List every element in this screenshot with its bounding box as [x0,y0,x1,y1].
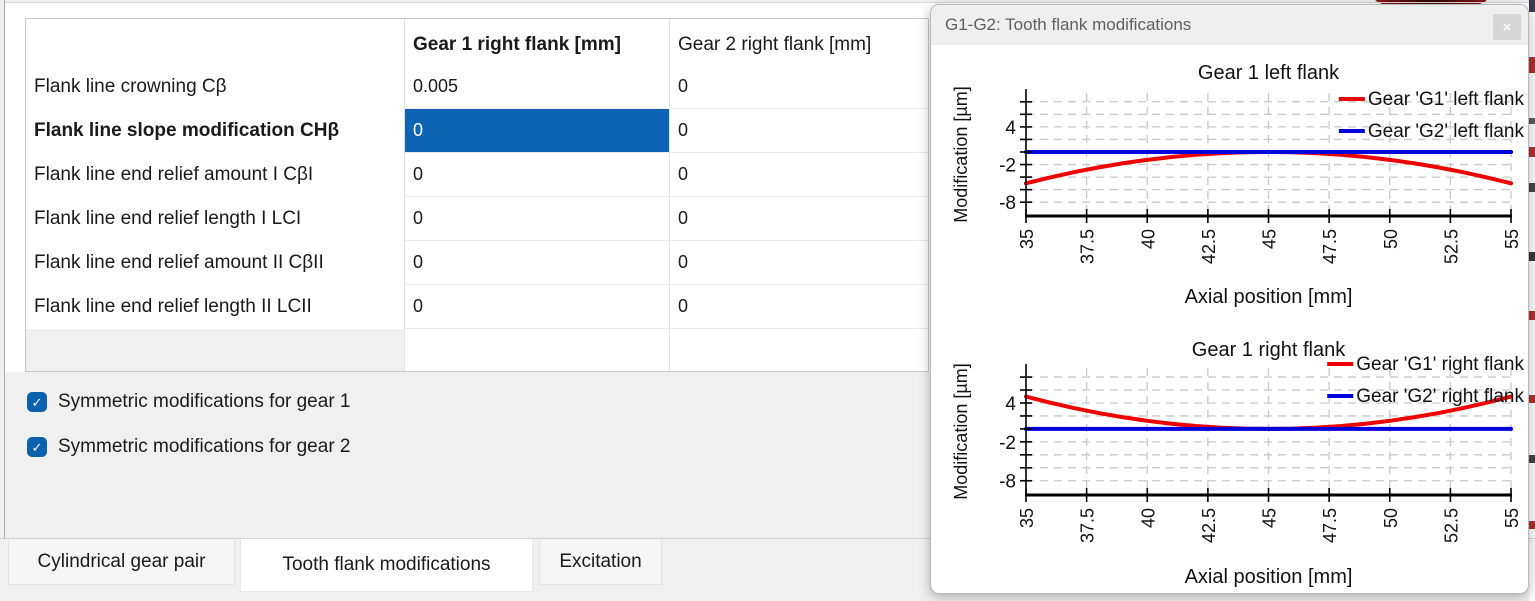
tab-cylindrical-gear-pair[interactable]: Cylindrical gear pair [8,540,235,585]
window-title: G1-G2: Tooth flank modifications [945,15,1192,34]
panel-left-border [4,0,5,538]
svg-text:-8: -8 [999,193,1016,214]
svg-text:-2: -2 [999,433,1016,454]
cell-gear2-value[interactable]: 0 [669,65,928,109]
checkbox-label: Symmetric modifications for gear 2 [58,436,351,457]
svg-text:42.5: 42.5 [1199,229,1219,264]
checkbox-symmetric-gear-1[interactable]: ✓ Symmetric modifications for gear 1 [27,391,351,413]
svg-text:-2: -2 [999,156,1016,177]
header-gear1-right-flank: Gear 1 right flank [mm] [404,19,669,65]
row-label: Flank line crowning Cβ [34,76,227,97]
chart-gear1-left-flank: 4 -2 -835 37.5 40 42.5 45 47.5 50 52.5 55 Gear 1 le… [951,62,1525,308]
header-empty-cell [26,19,404,65]
svg-text:Modification [µm]: Modification [µm] [951,86,971,222]
svg-text:37.5: 37.5 [1078,229,1098,264]
cell-gear1-value[interactable]: 0 [404,109,669,153]
table-row: Flank line end relief amount I CβI 0 0 [26,153,928,197]
tab-bar: Cylindrical gear pair Tooth flank modifi… [0,539,930,601]
svg-text:35: 35 [1017,229,1037,249]
close-icon[interactable]: × [1493,14,1521,40]
table-row: Flank line crowning Cβ 0.005 0 [26,65,928,109]
checkbox-checked-icon[interactable]: ✓ [27,437,47,457]
tab-excitation[interactable]: Excitation [539,540,662,585]
svg-text:Axial position [mm]: Axial position [mm] [1185,286,1353,308]
svg-text:Gear 'G2' right flank: Gear 'G2' right flank [1356,386,1524,407]
header-gear2-right-flank: Gear 2 right flank [mm] [669,19,928,65]
row-label: Flank line slope modification CHβ [34,120,340,141]
table-row: Flank line end relief length II LCII 0 0 [26,285,928,329]
row-label: Flank line end relief length I LCI [34,208,302,229]
svg-text:4: 4 [1005,394,1016,415]
svg-text:-8: -8 [999,472,1016,493]
background-window-sliver [1529,0,1535,601]
svg-text:Gear 1 right flank: Gear 1 right flank [1192,339,1346,361]
row-label: Flank line end relief amount II CβII [34,252,324,273]
tab-tooth-flank-modifications[interactable]: Tooth flank modifications [240,539,533,592]
cell-gear2-value[interactable]: 0 [669,241,928,285]
cell-gear1-value[interactable]: 0 [404,197,669,241]
checkbox-label: Symmetric modifications for gear 1 [58,391,351,412]
cell-gear2-value[interactable]: 0 [669,197,928,241]
cell-gear2-value[interactable]: 0 [669,285,928,329]
table-row: Flank line end relief length I LCI 0 0 [26,197,928,241]
svg-text:45: 45 [1260,229,1280,249]
svg-text:Gear 'G2' left flank: Gear 'G2' left flank [1368,121,1525,142]
svg-text:4: 4 [1005,118,1016,139]
table-row: Flank line end relief amount II CβII 0 0 [26,241,928,285]
svg-text:40: 40 [1138,229,1158,249]
svg-text:Modification [µm]: Modification [µm] [951,363,971,499]
svg-text:35: 35 [1017,508,1037,528]
svg-text:47.5: 47.5 [1320,508,1340,543]
row-label: Flank line end relief length II LCII [34,296,312,317]
svg-text:42.5: 42.5 [1199,508,1219,543]
flank-modification-table: Gear 1 right flank [mm] Gear 2 right fla… [25,18,929,372]
svg-text:50: 50 [1381,508,1401,528]
svg-text:Gear 'G1' right flank: Gear 'G1' right flank [1356,354,1524,375]
svg-text:40: 40 [1138,508,1158,528]
table-body: Flank line crowning Cβ 0.005 0 Flank line s… [26,65,928,329]
checkbox-checked-icon[interactable]: ✓ [27,392,47,412]
svg-text:47.5: 47.5 [1320,229,1340,264]
row-label: Flank line end relief amount I CβI [34,164,314,185]
svg-text:45: 45 [1260,508,1280,528]
svg-text:55: 55 [1502,229,1522,249]
cell-gear2-value[interactable]: 0 [669,153,928,197]
cell-gear1-value[interactable]: 0.005 [404,65,669,109]
svg-text:Axial position [mm]: Axial position [mm] [1185,566,1353,588]
panel-top-border [5,2,1529,3]
svg-text:Gear 'G1' left flank: Gear 'G1' left flank [1368,89,1525,110]
svg-text:52.5: 52.5 [1441,229,1461,264]
cell-gear1-value[interactable]: 0 [404,241,669,285]
svg-text:Gear 1 left flank: Gear 1 left flank [1198,62,1340,84]
svg-text:52.5: 52.5 [1441,508,1461,543]
tooth-flank-modifications-window: G1-G2: Tooth flank modifications × 4 -2 -8… [930,4,1529,594]
table-header-row: Gear 1 right flank [mm] Gear 2 right fla… [26,19,928,65]
checkbox-symmetric-gear-2[interactable]: ✓ Symmetric modifications for gear 2 [27,436,351,458]
cell-gear1-value[interactable]: 0 [404,285,669,329]
window-title-bar[interactable]: G1-G2: Tooth flank modifications × [931,5,1528,45]
svg-text:50: 50 [1381,229,1401,249]
tab-bar-separator [0,538,1535,539]
chart-gear1-right-flank: 4 -2 -835 37.5 40 42.5 45 47.5 50 52.5 55 Gear 1 ri… [951,339,1524,588]
table-filler-row [26,329,928,371]
svg-text:55: 55 [1502,508,1522,528]
cell-gear1-value[interactable]: 0 [404,153,669,197]
svg-text:37.5: 37.5 [1078,508,1098,543]
cell-gear2-value[interactable]: 0 [669,109,928,153]
table-row: Flank line slope modification CHβ 0 0 [26,109,928,153]
